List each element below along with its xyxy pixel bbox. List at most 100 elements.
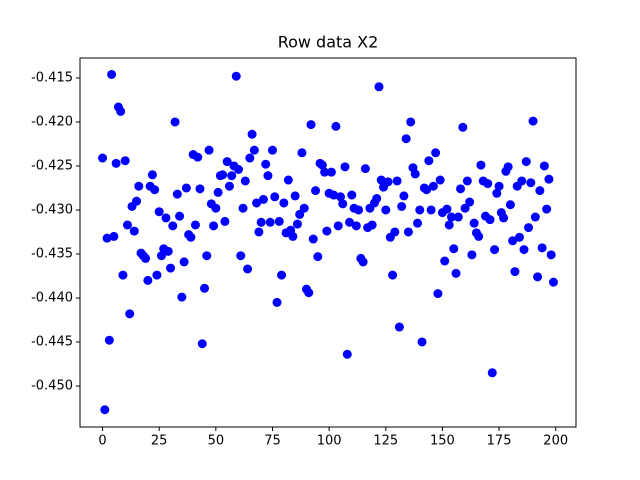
- data-point: [460, 203, 470, 213]
- data-point: [374, 82, 384, 92]
- data-point: [288, 231, 298, 241]
- x-tick-label: 125: [373, 434, 398, 449]
- data-point: [546, 250, 556, 260]
- data-point: [351, 221, 361, 231]
- data-point: [326, 167, 336, 177]
- data-point: [116, 106, 126, 116]
- data-point: [539, 161, 549, 171]
- data-point: [372, 194, 382, 204]
- data-point: [190, 220, 200, 230]
- data-point: [503, 162, 513, 172]
- data-point: [252, 198, 262, 208]
- data-point: [367, 220, 377, 230]
- data-point: [125, 309, 135, 319]
- data-point: [111, 158, 121, 168]
- data-point: [227, 171, 237, 181]
- data-point: [451, 268, 461, 278]
- chart-title: Row data X2: [278, 33, 379, 52]
- data-point: [424, 156, 434, 166]
- data-point: [270, 192, 280, 202]
- data-point: [544, 174, 554, 184]
- data-point: [107, 69, 117, 79]
- data-point: [120, 156, 130, 166]
- data-point: [422, 185, 432, 195]
- data-point: [147, 170, 157, 180]
- data-point: [487, 368, 497, 378]
- data-point: [317, 160, 327, 170]
- data-point: [521, 157, 531, 167]
- data-point: [143, 275, 153, 285]
- data-point: [132, 196, 142, 206]
- data-point: [245, 153, 255, 163]
- data-point: [360, 164, 370, 174]
- data-point: [517, 176, 527, 186]
- x-tick-label: 50: [208, 434, 225, 449]
- data-point: [358, 257, 368, 267]
- data-point: [170, 117, 180, 127]
- data-point: [428, 181, 438, 191]
- data-point: [505, 200, 515, 210]
- data-point: [376, 175, 386, 185]
- data-point: [283, 175, 293, 185]
- data-point: [272, 297, 282, 307]
- data-point: [483, 179, 493, 189]
- data-point: [306, 120, 316, 130]
- x-tick-label: 25: [151, 434, 168, 449]
- data-point: [240, 176, 250, 186]
- data-point: [224, 181, 234, 191]
- data-point: [444, 220, 454, 230]
- data-point: [492, 188, 502, 198]
- data-point: [333, 221, 343, 231]
- data-point: [467, 250, 477, 260]
- data-point: [308, 234, 318, 244]
- x-tick-label: 75: [264, 434, 281, 449]
- x-tick-label: 0: [98, 434, 106, 449]
- data-point: [304, 288, 314, 298]
- data-point: [415, 205, 425, 215]
- x-tick-label: 150: [430, 434, 455, 449]
- data-point: [485, 215, 495, 225]
- data-point: [401, 134, 411, 144]
- data-point: [347, 190, 357, 200]
- data-point: [254, 227, 264, 237]
- data-point: [279, 198, 289, 208]
- data-point: [222, 157, 232, 167]
- data-point: [122, 220, 132, 230]
- data-point: [267, 145, 277, 155]
- x-tick-label: 100: [317, 434, 342, 449]
- y-tick-label: -0.450: [31, 378, 73, 393]
- data-point: [168, 221, 178, 231]
- y-tick-label: -0.425: [31, 158, 73, 173]
- data-point: [249, 145, 259, 155]
- y-tick-label: -0.440: [31, 290, 73, 305]
- data-point: [104, 335, 114, 345]
- data-point: [542, 204, 552, 214]
- data-point: [118, 270, 128, 280]
- data-point: [410, 169, 420, 179]
- y-tick-label: -0.430: [31, 202, 73, 217]
- data-point: [526, 178, 536, 188]
- data-point: [514, 232, 524, 242]
- y-tick-label: -0.435: [31, 246, 73, 261]
- data-point: [510, 267, 520, 277]
- data-point: [442, 204, 452, 214]
- data-point: [166, 263, 176, 273]
- data-point: [175, 211, 185, 221]
- data-point: [449, 244, 459, 254]
- data-point: [156, 251, 166, 261]
- data-point: [394, 322, 404, 332]
- data-point: [233, 165, 243, 175]
- data-point: [392, 176, 402, 186]
- data-point: [381, 205, 391, 215]
- data-point: [383, 177, 393, 187]
- data-point: [109, 231, 119, 241]
- data-point: [340, 162, 350, 172]
- data-point: [134, 181, 144, 191]
- data-point: [292, 219, 302, 229]
- data-point: [197, 339, 207, 349]
- data-point: [213, 187, 223, 197]
- x-tick-label: 200: [543, 434, 568, 449]
- data-point: [320, 167, 330, 177]
